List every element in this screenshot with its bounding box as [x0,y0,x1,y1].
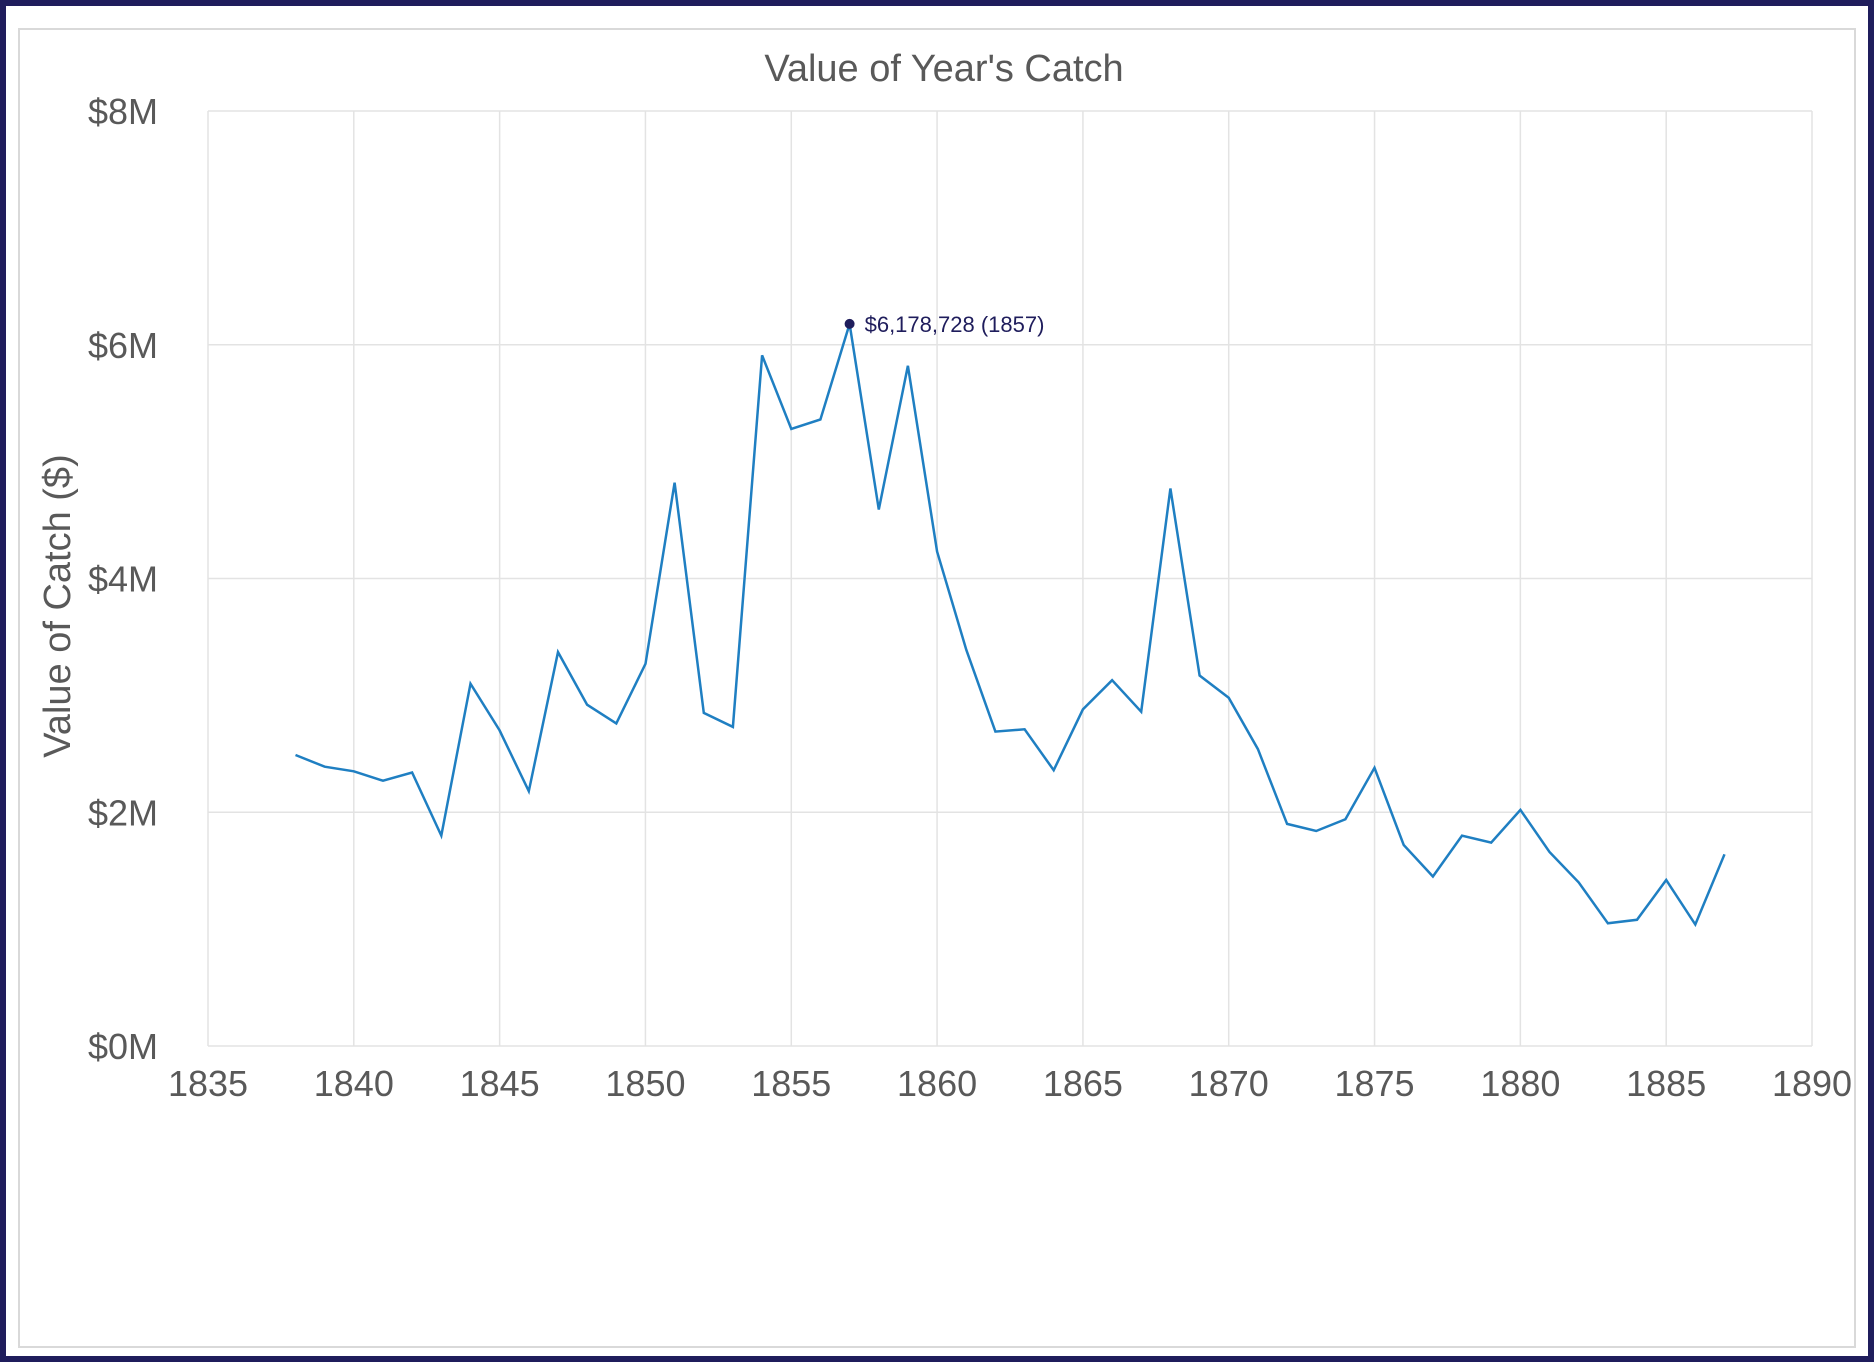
data-point [963,647,969,653]
data-point [1051,767,1057,773]
data-point [1342,816,1348,822]
chart-title: Value of Year's Catch [764,48,1123,90]
x-tick-label: 1885 [1626,1063,1706,1104]
data-point [497,727,503,733]
x-tick-label: 1860 [897,1063,977,1104]
data-point [1080,706,1086,712]
data-point [759,352,765,358]
data-point [1517,807,1523,813]
data-point [555,649,561,655]
y-tick-label: $2M [88,792,158,833]
data-point [905,363,911,369]
data-point [1488,840,1494,846]
x-tick-label: 1845 [460,1063,540,1104]
data-point [1547,849,1553,855]
data-point [1109,677,1115,683]
data-point [292,752,298,758]
x-tick-label: 1835 [168,1063,248,1104]
x-tick-label: 1880 [1480,1063,1560,1104]
line-chart: Value of Year's Catch Value of Catch ($)… [37,48,1852,1104]
data-point [701,710,707,716]
x-tick-label: 1850 [605,1063,685,1104]
data-point [1576,879,1582,885]
chart-area-border [18,28,1856,1348]
data-point [1226,695,1232,701]
data-point [1284,821,1290,827]
data-point [934,549,940,555]
data-point [1401,842,1407,848]
data-point [1313,828,1319,834]
data-point [1430,874,1436,880]
x-tick-label: 1890 [1772,1063,1852,1104]
data-point [817,417,823,423]
x-tick-label: 1865 [1043,1063,1123,1104]
data-point [992,729,998,735]
series-line [295,323,1726,928]
data-point [1167,486,1173,492]
data-point [642,661,648,667]
x-axis-ticks: 1835 1840 1845 1850 1855 1860 1865 1870 1875 1880… [168,1063,1852,1104]
data-point [788,426,794,432]
data-points [292,321,1727,928]
data-point [1605,920,1611,926]
data-point [322,764,328,770]
data-point [380,778,386,784]
peak-annotation: $6,178,728 (1857) [865,312,1045,337]
data-point [1138,709,1144,715]
data-point [672,480,678,486]
y-tick-label: $4M [88,559,158,600]
data-point [613,720,619,726]
y-tick-label: $0M [88,1026,158,1067]
y-axis-ticks: $0M $2M $4M $6M $8M [88,91,158,1067]
data-point [1692,921,1698,927]
data-point [730,724,736,730]
data-point [467,681,473,687]
data-point [409,770,415,776]
data-point [526,788,532,794]
data-point [584,702,590,708]
data-point [1372,765,1378,771]
data-point [1722,851,1728,857]
data-point [1255,746,1261,752]
y-axis-label: Value of Catch ($) [37,454,79,757]
data-point [1459,833,1465,839]
x-tick-label: 1855 [751,1063,831,1104]
y-tick-label: $6M [88,325,158,366]
x-tick-label: 1870 [1189,1063,1269,1104]
data-point [1022,726,1028,732]
peak-marker [844,318,855,329]
data-point [1197,673,1203,679]
data-point [876,507,882,513]
x-tick-label: 1875 [1334,1063,1414,1104]
x-tick-label: 1840 [314,1063,394,1104]
data-point [438,833,444,839]
data-point [351,768,357,774]
data-point [1634,917,1640,923]
data-point [1663,877,1669,883]
y-tick-label: $8M [88,91,158,132]
grid-lines [207,110,1813,1047]
